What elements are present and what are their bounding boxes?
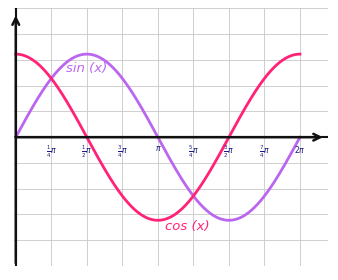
Text: $\frac{3}{2}\pi$: $\frac{3}{2}\pi$: [223, 144, 235, 160]
Text: $\frac{1}{4}\pi$: $\frac{1}{4}\pi$: [46, 144, 57, 160]
Text: $\frac{3}{4}\pi$: $\frac{3}{4}\pi$: [117, 144, 128, 160]
Text: sin (x): sin (x): [66, 62, 107, 75]
Text: $\frac{7}{4}\pi$: $\frac{7}{4}\pi$: [259, 144, 270, 160]
Text: $2\pi$: $2\pi$: [294, 144, 306, 155]
Text: $\frac{1}{2}\pi$: $\frac{1}{2}\pi$: [81, 144, 92, 160]
Text: cos (x): cos (x): [165, 220, 210, 233]
Text: $\pi$: $\pi$: [154, 144, 161, 153]
Text: $\frac{5}{4}\pi$: $\frac{5}{4}\pi$: [188, 144, 199, 160]
